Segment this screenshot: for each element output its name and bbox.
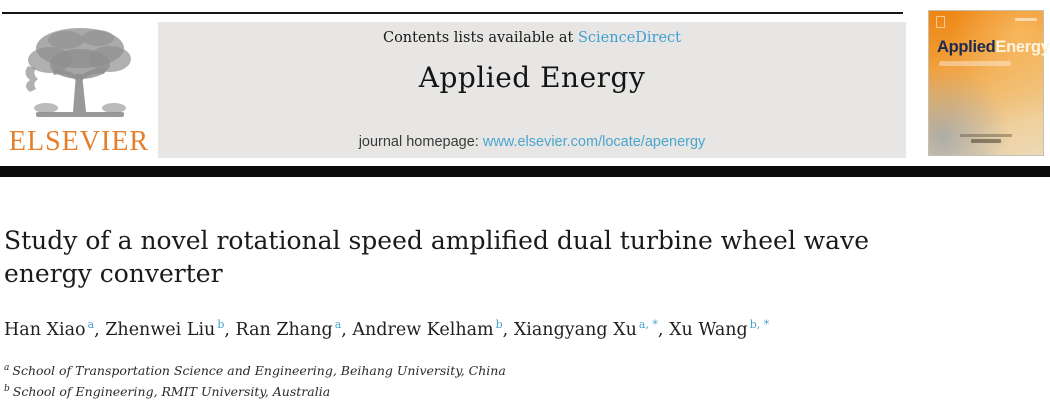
author-separator: , [502,319,514,340]
contents-line: Contents lists available at ScienceDirec… [158,30,906,46]
author-separator: , [94,319,106,340]
cover-footer-text-placeholder [960,134,1012,137]
author: Xiangyang Xu a, *, [513,318,670,340]
homepage-line-prefix: journal homepage: [358,134,483,150]
section-divider-rule [0,166,1050,177]
contents-line-prefix: Contents lists available at [382,30,578,46]
affiliation-text: School of Engineering, RMIT University, … [12,384,331,400]
author-separator: , [341,319,353,340]
author-name: Xiangyang Xu [513,319,637,340]
author-name: Zhenwei Liu [105,319,216,340]
journal-title: Applied Energy [418,61,646,94]
affiliation: a School of Transportation Science and En… [4,359,506,380]
author-affiliation-marker: b [495,318,503,331]
article-title: Study of a novel rotational speed amplif… [4,226,870,288]
author-name: Han Xiao [4,319,86,340]
journal-masthead-box: Contents lists available at ScienceDirec… [158,22,906,158]
author-affiliation-marker: b, * [749,318,770,331]
author: Han Xiao a, [4,318,106,340]
affiliation-list: a School of Transportation Science and En… [4,359,506,401]
sciencedirect-link[interactable]: ScienceDirect [577,30,682,46]
author-name: Andrew Kelham [352,319,494,340]
author: Andrew Kelham b, [352,318,514,340]
author: Zhenwei Liu b, [105,318,236,340]
elsevier-logo[interactable]: ELSEVIER [6,20,152,160]
homepage-line: journal homepage: www.elsevier.com/locat… [158,134,906,150]
cover-subtitle-placeholder [939,61,1011,66]
journal-cover-thumbnail[interactable]: AppliedEnergy [928,10,1050,156]
author: Xu Wang b, * [669,318,770,340]
author-list: Han Xiao a, Zhenwei Liu b, Ran Zhang a, And… [4,318,769,340]
affiliation-marker: a [4,363,10,373]
elsevier-wordmark: ELSEVIER [8,126,150,157]
affiliation: b School of Engineering, RMIT University,… [4,380,506,401]
affiliation-text: School of Transportation Science and Eng… [12,363,506,379]
cover-elsevier-mark-icon [936,16,945,28]
cover-issue-text-placeholder [1015,18,1037,21]
journal-homepage-link[interactable]: www.elsevier.com/locate/apenergy [482,134,706,150]
cover-title-word1: Applied [937,38,996,56]
author-separator: , [224,319,236,340]
elsevier-tree-icon [6,20,152,126]
author-affiliation-marker: a, * [638,318,658,331]
affiliation-marker: b [4,384,10,395]
author-affiliation-marker: a [87,318,95,331]
cover-title-word2: Energy [995,38,1050,56]
author-name: Ran Zhang [235,319,333,340]
cover-title: AppliedEnergy [937,38,1050,57]
author: Ran Zhang a, [235,318,353,340]
author-name: Xu Wang [669,319,748,340]
author-separator: , [657,319,670,340]
cover-footer-logo-placeholder [971,139,1001,143]
top-rule [2,12,903,14]
author-affiliation-marker: a [334,318,342,331]
author-affiliation-marker: b [217,318,225,331]
